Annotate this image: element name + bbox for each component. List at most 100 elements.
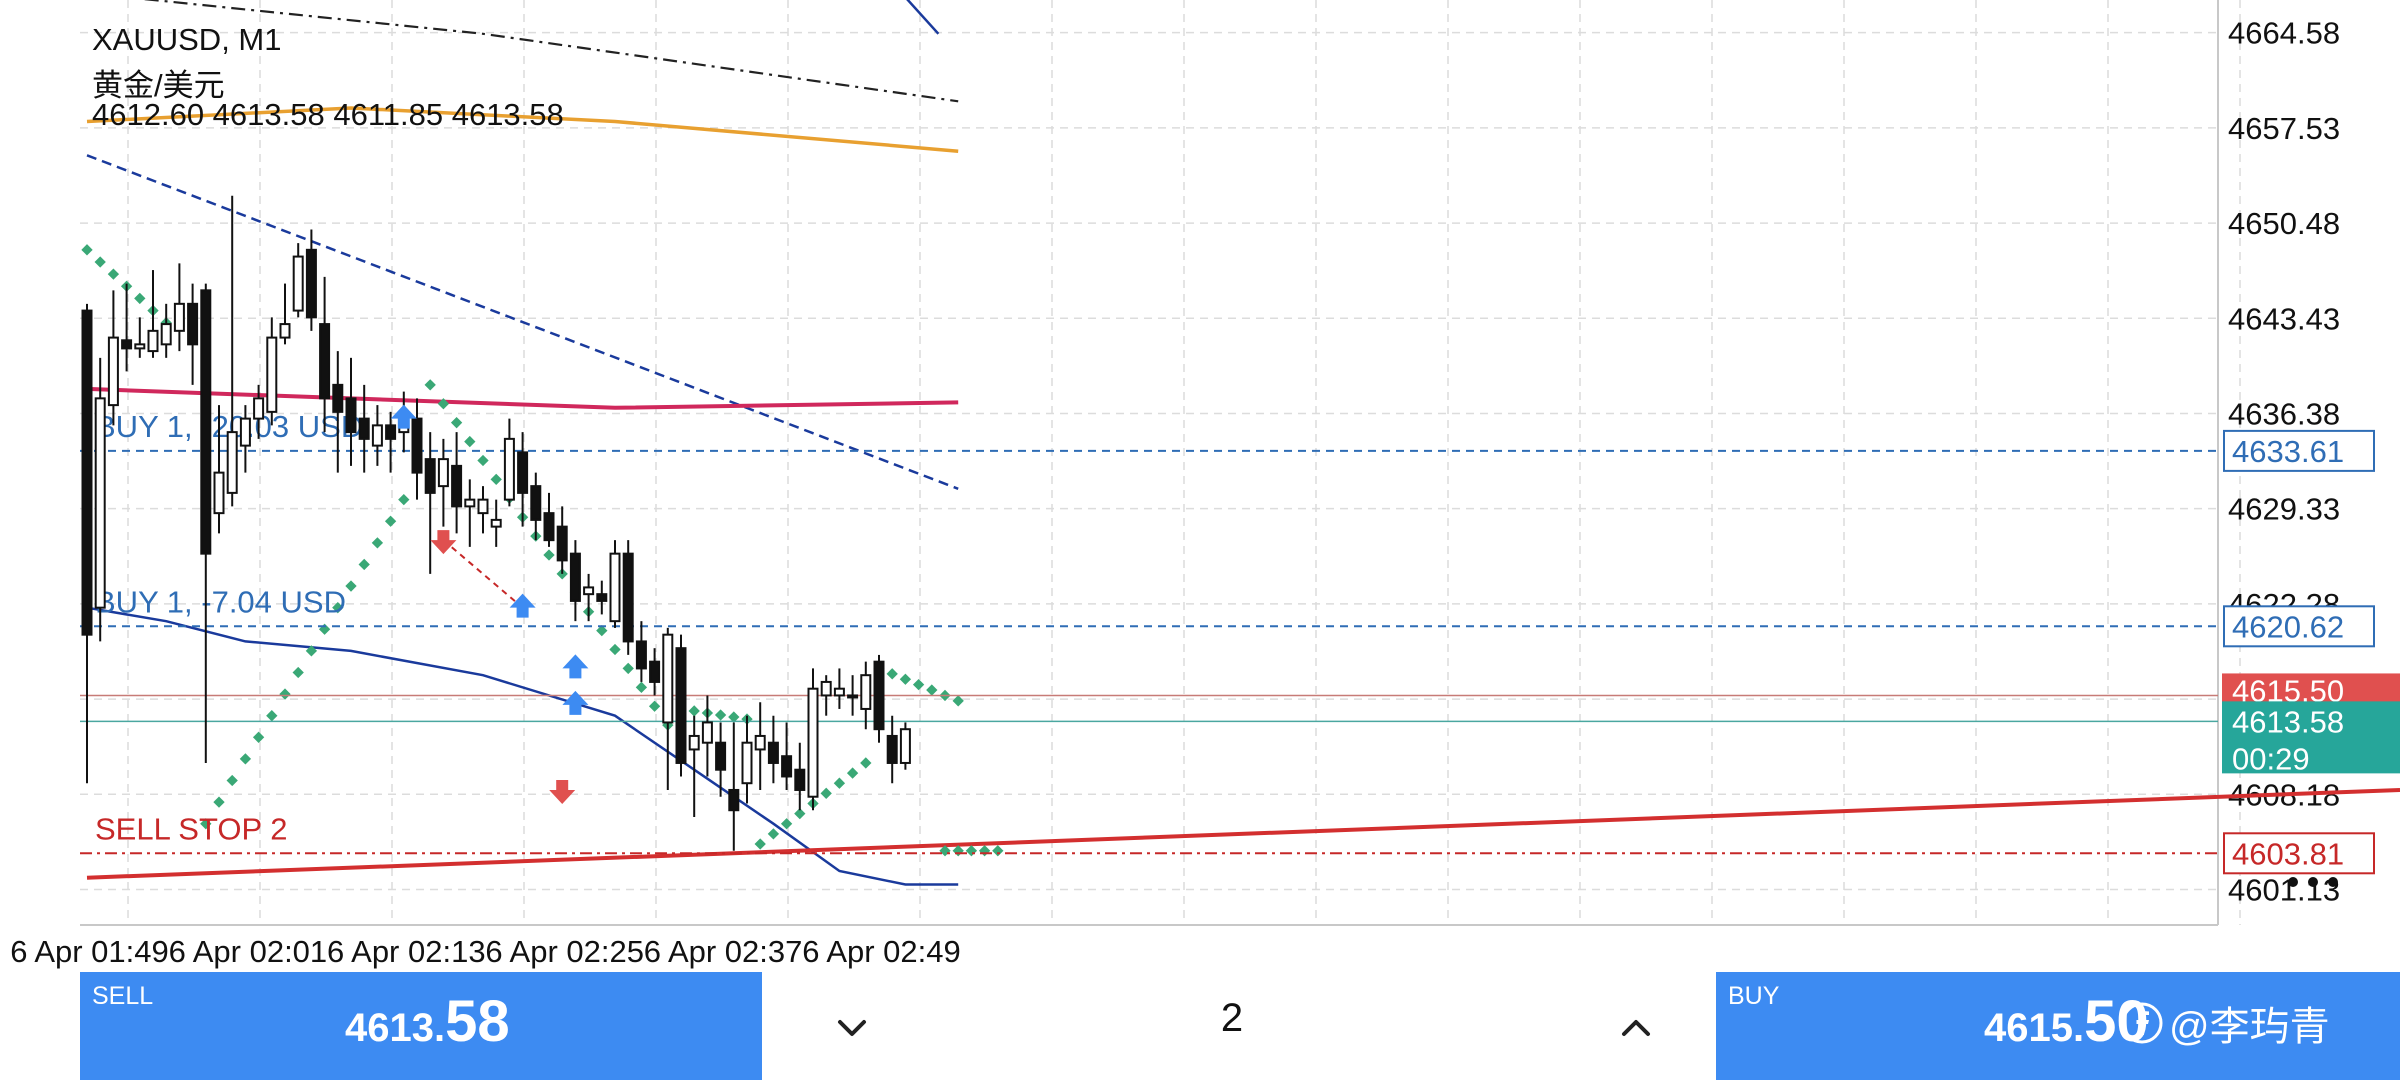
chevron-up-icon[interactable] bbox=[1606, 998, 1666, 1058]
sar-dot bbox=[833, 777, 846, 789]
candle-body bbox=[701, 721, 713, 744]
sar-dot bbox=[450, 417, 463, 429]
sar-dot bbox=[688, 705, 700, 717]
candle-body bbox=[741, 741, 753, 785]
candle-body bbox=[371, 424, 383, 447]
candle-body bbox=[358, 417, 370, 440]
sar-dot bbox=[622, 662, 634, 675]
order-price-label: 4603.81 bbox=[2232, 836, 2344, 871]
buy-arrow-icon bbox=[562, 690, 589, 715]
candle-body bbox=[833, 687, 845, 697]
grid bbox=[80, 0, 2241, 925]
sar-dot bbox=[767, 828, 780, 840]
candle-body bbox=[81, 309, 93, 636]
chevron-down-icon[interactable] bbox=[822, 998, 882, 1058]
symbol-timeframe-label: XAUUSD, M1 bbox=[92, 22, 282, 57]
buy-button[interactable]: BUY 4615.50 @李玙青 bbox=[1716, 972, 2400, 1080]
sar-dot bbox=[780, 818, 793, 830]
sar-dot bbox=[398, 493, 410, 506]
candle-body bbox=[728, 788, 740, 812]
sell-price-pips: 58 bbox=[445, 989, 510, 1054]
candle-body bbox=[437, 458, 449, 488]
candle-body bbox=[305, 248, 317, 319]
candle-body bbox=[688, 734, 700, 751]
price-tick-label: 4657.53 bbox=[2228, 111, 2340, 146]
sar-dot bbox=[81, 244, 93, 256]
sar-dot bbox=[860, 757, 872, 769]
candle-body bbox=[715, 741, 727, 771]
sar-dot bbox=[477, 454, 489, 467]
candle-body bbox=[596, 593, 608, 602]
candle-body bbox=[583, 586, 595, 596]
ask-price-box bbox=[2222, 673, 2400, 704]
sar-dot bbox=[200, 818, 212, 830]
candle-body bbox=[847, 694, 859, 699]
time-tick-label: 6 Apr 02:01 bbox=[169, 934, 328, 969]
time-tick-label: 6 Apr 01:49 bbox=[10, 934, 169, 969]
time-tick-label: 6 Apr 02:37 bbox=[644, 934, 803, 969]
candle-body bbox=[477, 498, 489, 515]
sar-dot bbox=[239, 753, 252, 765]
candle-body bbox=[292, 255, 304, 312]
buy-price-main: 4615. bbox=[1984, 1006, 2085, 1050]
price-tick-label: 4601.13 bbox=[2228, 872, 2340, 907]
sell-button[interactable]: SELL 4613.58 bbox=[80, 972, 762, 1080]
candle-body bbox=[543, 512, 555, 542]
sar-dot bbox=[846, 767, 859, 779]
candle-body bbox=[503, 437, 515, 501]
sar-dot bbox=[464, 435, 476, 448]
candle-body bbox=[794, 768, 806, 791]
buy-arrow-icon bbox=[390, 404, 417, 429]
candle-body bbox=[635, 640, 647, 670]
dashed-trend-line bbox=[86, 154, 959, 490]
buy-arrow-icon bbox=[509, 593, 536, 618]
sar-dot bbox=[345, 580, 357, 592]
sar-dot bbox=[648, 700, 661, 712]
sell-price: 4613.58 bbox=[345, 987, 510, 1072]
candle-body bbox=[767, 741, 779, 764]
bar-countdown-label: 00:29 bbox=[2232, 741, 2310, 776]
sar-dot bbox=[384, 515, 397, 527]
volume-value[interactable]: 2 bbox=[1220, 996, 1244, 1040]
candle-body bbox=[649, 660, 661, 683]
candle-body bbox=[94, 397, 106, 609]
sar-dot bbox=[424, 379, 436, 391]
candle-body bbox=[134, 343, 146, 350]
candle-body bbox=[899, 728, 911, 764]
sar-dot bbox=[358, 558, 370, 571]
sar-dot bbox=[490, 473, 502, 486]
price-tick-label: 4664.58 bbox=[2228, 16, 2340, 51]
sell-arrow-icon bbox=[430, 530, 457, 555]
price-chart[interactable]: 4664.58 4657.53 4650.48 4643.43 4636.38 4629.… bbox=[0, 0, 2400, 972]
more-options-icon[interactable] bbox=[2282, 862, 2344, 902]
bid-price-label: 4613.58 bbox=[2232, 704, 2344, 739]
sar-dot bbox=[94, 256, 106, 268]
candle-body bbox=[675, 647, 687, 764]
candle-body bbox=[754, 734, 766, 751]
candle-body bbox=[807, 687, 819, 798]
sar-dot bbox=[226, 774, 238, 787]
ohlc-readout: 4612.60 4613.58 4611.85 4613.58 bbox=[92, 97, 564, 132]
candle-body bbox=[609, 552, 621, 623]
trend-line-segment bbox=[906, 0, 940, 35]
candle-body bbox=[345, 397, 357, 434]
navy-ma-line bbox=[86, 606, 959, 886]
candle-body bbox=[213, 471, 225, 515]
candle-body bbox=[569, 552, 581, 602]
bid-price-box bbox=[2222, 701, 2400, 774]
price-tick-label: 4650.48 bbox=[2228, 206, 2340, 241]
sar-dot bbox=[728, 711, 740, 723]
candle-body bbox=[121, 339, 133, 350]
sar-dot bbox=[305, 645, 318, 657]
candle-body bbox=[411, 417, 423, 474]
candle-body bbox=[147, 329, 159, 353]
candle-body bbox=[107, 336, 119, 407]
orange-ma-line bbox=[86, 106, 959, 153]
time-tick-label: 6 Apr 02:13 bbox=[327, 934, 486, 969]
sar-dot bbox=[952, 695, 964, 707]
sar-dot bbox=[266, 710, 278, 722]
candle-body bbox=[451, 464, 463, 508]
candle-body bbox=[319, 323, 331, 400]
candle-body bbox=[239, 417, 251, 447]
volume-control: 2 bbox=[762, 972, 1716, 1080]
